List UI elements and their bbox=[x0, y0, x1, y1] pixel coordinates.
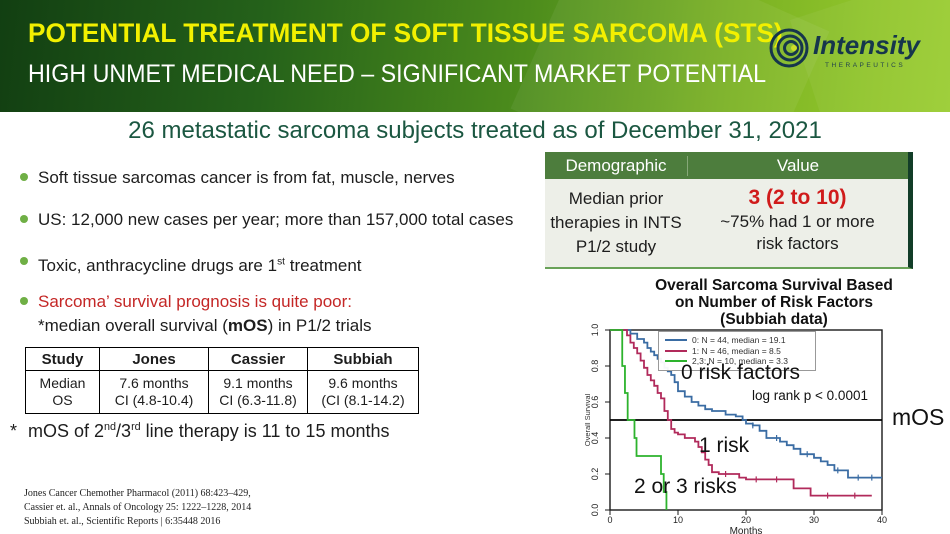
citation-line: Subbiah et. al., Scientific Reports | 6:… bbox=[24, 516, 221, 527]
bullet-icon bbox=[20, 257, 28, 265]
header-band: POTENTIAL TREATMENT OF SOFT TISSUE SARCO… bbox=[0, 0, 950, 230]
x-axis-label: Months bbox=[730, 526, 763, 534]
annotation-2-or-3-risks: 2 or 3 risks bbox=[634, 475, 737, 498]
annotation-1-risk: 1 risk bbox=[699, 434, 750, 457]
legend-item: 0: N = 44, median = 19.1 bbox=[665, 335, 809, 346]
legend-item: 2,3: N = 10, median = 3.3 bbox=[665, 356, 809, 367]
col-header-study: Study bbox=[25, 347, 100, 371]
km-censor-ticks bbox=[725, 422, 873, 499]
page-heading: 26 metastatic sarcoma subjects treated a… bbox=[128, 117, 822, 144]
row-label-median-os: Median OS bbox=[25, 370, 100, 414]
cell-jones: 7.6 months CI (4.8-10.4) bbox=[99, 370, 209, 414]
legend-swatch bbox=[665, 349, 687, 352]
annotation-mos: mOS bbox=[892, 404, 945, 430]
slide-subtitle: HIGH UNMET MEDICAL NEED – SIGNIFICANT MA… bbox=[28, 60, 767, 88]
study-table-row: Median OS 7.6 months CI (4.8-10.4) 9.1 mon… bbox=[25, 370, 419, 414]
col-header-cassier: Cassier bbox=[208, 347, 308, 371]
svg-text:30: 30 bbox=[809, 515, 819, 525]
bullet-icon bbox=[20, 215, 28, 223]
svg-text:0.6: 0.6 bbox=[590, 396, 600, 409]
svg-text:1.0: 1.0 bbox=[590, 324, 600, 337]
study-table-header-row: Study Jones Cassier Subbiah bbox=[25, 347, 419, 371]
slide-title: POTENTIAL TREATMENT OF SOFT TISSUE SARCO… bbox=[28, 18, 783, 48]
intensity-logo: Intensity THERAPEUTICS bbox=[767, 26, 942, 78]
km-curve-0-risk bbox=[610, 329, 882, 479]
cell-subbiah: 9.6 months (CI (8.1-14.2) bbox=[307, 370, 419, 414]
logo-wordmark: Intensity bbox=[813, 30, 920, 60]
col-header-demographic: Demographic bbox=[545, 155, 688, 176]
demographic-table-header: Demographic Value bbox=[545, 152, 908, 179]
bullet-item: Soft tissue sarcomas cancer is from fat,… bbox=[18, 166, 583, 190]
cell-cassier: 9.1 months CI (6.3-11.8) bbox=[208, 370, 308, 414]
svg-text:0.4: 0.4 bbox=[590, 432, 600, 445]
demographic-label: Median prior therapies in INTS P1/2 stud… bbox=[550, 189, 682, 256]
study-table: Study Jones Cassier Subbiah Median OS 7.6… bbox=[25, 347, 419, 414]
km-curve-2-3-risks bbox=[610, 329, 668, 510]
km-curve-1-risk bbox=[610, 329, 872, 497]
axis-ticks bbox=[605, 329, 883, 515]
x-tick-labels: 0 10 20 30 40 bbox=[607, 515, 887, 525]
bullet-text: US: 12,000 new cases per year; more than… bbox=[38, 210, 514, 229]
value-highlight: 3 (2 to 10) bbox=[748, 186, 847, 209]
y-axis-label: Overall Survival bbox=[585, 393, 592, 446]
demographic-table: Demographic Value Median prior therapies… bbox=[545, 152, 913, 269]
col-header-jones: Jones bbox=[99, 347, 209, 371]
legend-item: 1: N = 46, median = 8.5 bbox=[665, 346, 809, 357]
svg-text:0.2: 0.2 bbox=[590, 468, 600, 481]
bullet-text-red: Sarcoma’ survival prognosis is quite poo… bbox=[38, 292, 353, 311]
citation-line: Jones Cancer Chemother Pharmacol (2011) … bbox=[24, 488, 251, 499]
legend-label: 2,3: N = 10, median = 3.3 bbox=[692, 356, 788, 366]
chart-legend: 0: N = 44, median = 19.1 1: N = 46, medi… bbox=[658, 331, 816, 371]
svg-text:0.0: 0.0 bbox=[590, 504, 600, 517]
bullet-text: Soft tissue sarcomas cancer is from fat,… bbox=[38, 168, 455, 187]
annotation-log-rank: log rank p < 0.0001 bbox=[752, 388, 868, 403]
legend-label: 0: N = 44, median = 19.1 bbox=[692, 335, 786, 345]
svg-text:10: 10 bbox=[673, 515, 683, 525]
svg-text:0: 0 bbox=[607, 515, 612, 525]
bullet-item: Toxic, anthracycline drugs are 1st treat… bbox=[18, 250, 583, 278]
citations: Jones Cancer Chemother Pharmacol (2011) … bbox=[24, 487, 251, 529]
svg-text:0.8: 0.8 bbox=[590, 360, 600, 373]
annotation-0-risk-factors: 0 risk factors bbox=[681, 361, 801, 384]
col-header-value: Value bbox=[776, 155, 820, 175]
citation-line: Cassier et. al., Annals of Oncology 25: … bbox=[24, 502, 252, 513]
svg-text:20: 20 bbox=[741, 515, 751, 525]
bullet-icon bbox=[20, 297, 28, 305]
demographic-value: 3 (2 to 10) ~75% had 1 or more risk fact… bbox=[687, 179, 908, 267]
legend-swatch bbox=[665, 339, 687, 342]
mos-footnote: * mOS of 2nd/3rd line therapy is 11 to 15… bbox=[10, 421, 390, 441]
legend-swatch bbox=[665, 360, 687, 363]
bullet-subtext: *median overall survival (mOS) in P1/2 t… bbox=[38, 316, 372, 335]
logo-tagline: THERAPEUTICS bbox=[825, 62, 906, 69]
bullet-text: Toxic, anthracycline drugs are 1st treat… bbox=[38, 255, 362, 275]
col-header-subbiah: Subbiah bbox=[307, 347, 419, 371]
legend-label: 1: N = 46, median = 8.5 bbox=[692, 345, 781, 356]
intensity-logo-icon bbox=[769, 28, 809, 68]
chart-title: Overall Sarcoma Survival Based on Number… bbox=[655, 277, 893, 329]
bullet-item: US: 12,000 new cases per year; more than… bbox=[18, 208, 583, 232]
bullet-item: Sarcoma’ survival prognosis is quite poo… bbox=[18, 290, 583, 338]
y-tick-labels: 0.0 0.2 0.4 0.6 0.8 1.0 bbox=[590, 324, 600, 517]
bullet-icon bbox=[20, 173, 28, 181]
demographic-table-row: Median prior therapies in INTS P1/2 stud… bbox=[545, 179, 908, 267]
svg-text:40: 40 bbox=[877, 515, 887, 525]
